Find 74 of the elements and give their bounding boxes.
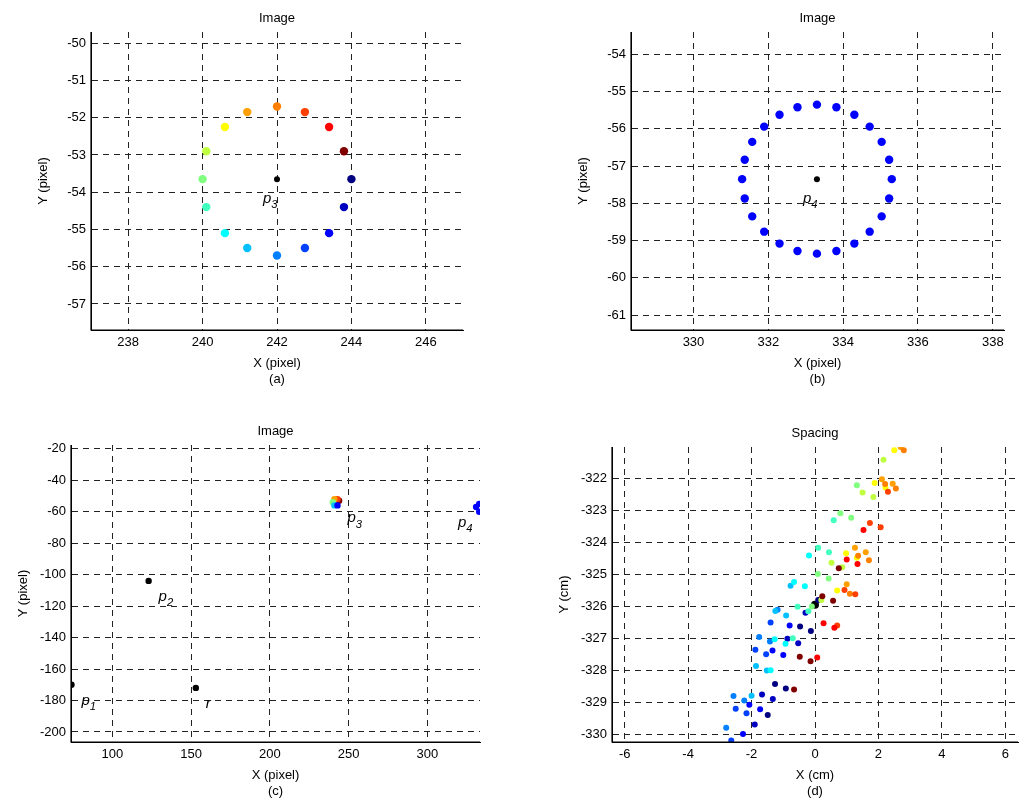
chart-title: Image (799, 10, 836, 25)
text: (b) (809, 371, 826, 386)
y-tick-label: -327 (580, 629, 607, 645)
x-axis-title: X (pixel) (251, 767, 300, 782)
y-tick-label: -61 (607, 306, 626, 322)
x-tick-label: 100 (101, 746, 124, 762)
x-tick-label: -4 (682, 746, 694, 762)
y-tick-label: -54 (607, 45, 626, 61)
x-tick-label: 240 (191, 334, 214, 350)
y-tick-label: -100 (39, 566, 66, 582)
x-tick-label: 244 (340, 334, 363, 350)
y-tick-label: -59 (607, 232, 626, 248)
x-tick-label: 334 (832, 334, 854, 350)
y-tick-label: -180 (39, 692, 66, 708)
y-axis-title: Y (cm) (556, 575, 571, 614)
x-tick-label: 332 (757, 334, 780, 350)
y-tick-label: -54 (67, 183, 86, 199)
x-tick-label: 2 (874, 746, 883, 762)
chart-title: Image (257, 423, 294, 438)
y-tick-label: -55 (67, 221, 86, 236)
x-axis-title: X (pixel) (793, 355, 842, 370)
x-axis-title: X (cm) (795, 767, 835, 782)
y-axis-title: Y (pixel) (15, 569, 30, 618)
y-tick-label: -330 (580, 725, 607, 741)
x-tick-label: 4 (938, 746, 946, 762)
text: (c) (267, 783, 284, 798)
y-tick-label: -60 (47, 503, 66, 519)
y-tick-label: -60 (607, 269, 626, 285)
x-tick-label: 200 (258, 746, 281, 762)
x-tick-label: -6 (618, 746, 631, 762)
x-axis-title: X (pixel) (253, 355, 301, 370)
x-tick-label: 246 (414, 334, 437, 350)
chart-title: Spacing (791, 425, 839, 440)
y-tick-label: -51 (67, 72, 86, 87)
y-tick-label: -120 (39, 597, 66, 613)
y-tick-label: -324 (580, 534, 607, 550)
text: (d) (807, 783, 823, 798)
y-tick-label: -40 (47, 471, 66, 487)
x-tick-label: 300 (416, 746, 439, 762)
x-tick-label: 238 (117, 334, 140, 350)
x-tick-label: -2 (745, 746, 758, 762)
chart-title: Image (258, 10, 296, 25)
text: (a) (269, 371, 285, 386)
y-tick-label: -322 (580, 470, 607, 486)
y-tick-label: -326 (580, 598, 607, 614)
y-tick-label: -140 (39, 629, 66, 645)
y-tick-label: -58 (607, 194, 626, 210)
annotation: r (205, 693, 212, 711)
y-tick-label: -57 (607, 157, 626, 173)
y-tick-label: -50 (67, 34, 86, 50)
y-tick-label: -200 (39, 723, 66, 739)
y-tick-label: -325 (580, 566, 607, 582)
y-tick-label: -55 (607, 83, 626, 99)
y-tick-label: -52 (67, 109, 86, 125)
x-tick-label: 336 (907, 334, 929, 350)
x-tick-label: 150 (180, 746, 202, 762)
y-tick-label: -323 (580, 502, 607, 518)
x-tick-label: 338 (981, 334, 1004, 350)
y-tick-label: -56 (607, 120, 626, 136)
x-tick-label: 242 (266, 334, 288, 350)
x-tick-label: 0 (811, 746, 819, 762)
y-tick-label: -328 (580, 661, 607, 677)
y-tick-label: -53 (67, 146, 86, 162)
y-tick-label: -329 (580, 693, 607, 709)
y-tick-label: -57 (67, 295, 86, 311)
y-axis-title: Y (pixel) (575, 157, 590, 205)
y-tick-label: -160 (39, 660, 66, 676)
x-tick-label: 250 (337, 746, 360, 762)
x-tick-label: 330 (682, 334, 705, 350)
y-tick-label: -80 (47, 534, 66, 550)
y-tick-label: -56 (67, 258, 86, 274)
y-tick-label: -20 (47, 440, 66, 456)
x-tick-label: 6 (1001, 746, 1009, 762)
y-axis-title: Y (pixel) (35, 157, 50, 205)
